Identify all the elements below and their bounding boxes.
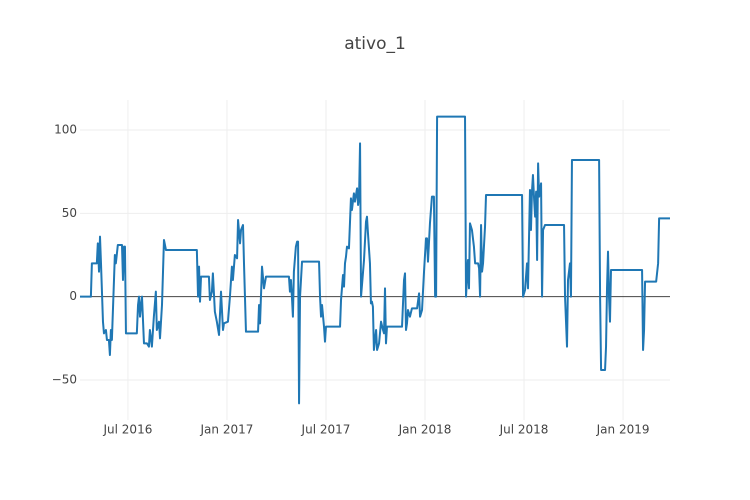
y-tick-label: −50 [52, 373, 77, 387]
y-tick-label: 50 [62, 206, 77, 220]
x-tick-label: Jan 2017 [200, 423, 254, 437]
x-tick-label: Jan 2018 [398, 423, 452, 437]
grid [80, 100, 670, 420]
x-tick-label: Jul 2016 [103, 423, 153, 437]
data-line [80, 115, 670, 405]
x-tick-label: Jan 2019 [596, 423, 650, 437]
x-tick-label: Jul 2017 [301, 423, 351, 437]
y-tick-label: 100 [54, 123, 77, 137]
y-tick-label: 0 [69, 289, 77, 303]
x-tick-label: Jul 2018 [499, 423, 549, 437]
axis-labels: Jul 2016 Jan 2017 Jul 2017 Jan 2018 Jul 2018… [52, 123, 650, 437]
plot-area [80, 115, 670, 405]
chart-title: ativo_1 [344, 34, 406, 54]
